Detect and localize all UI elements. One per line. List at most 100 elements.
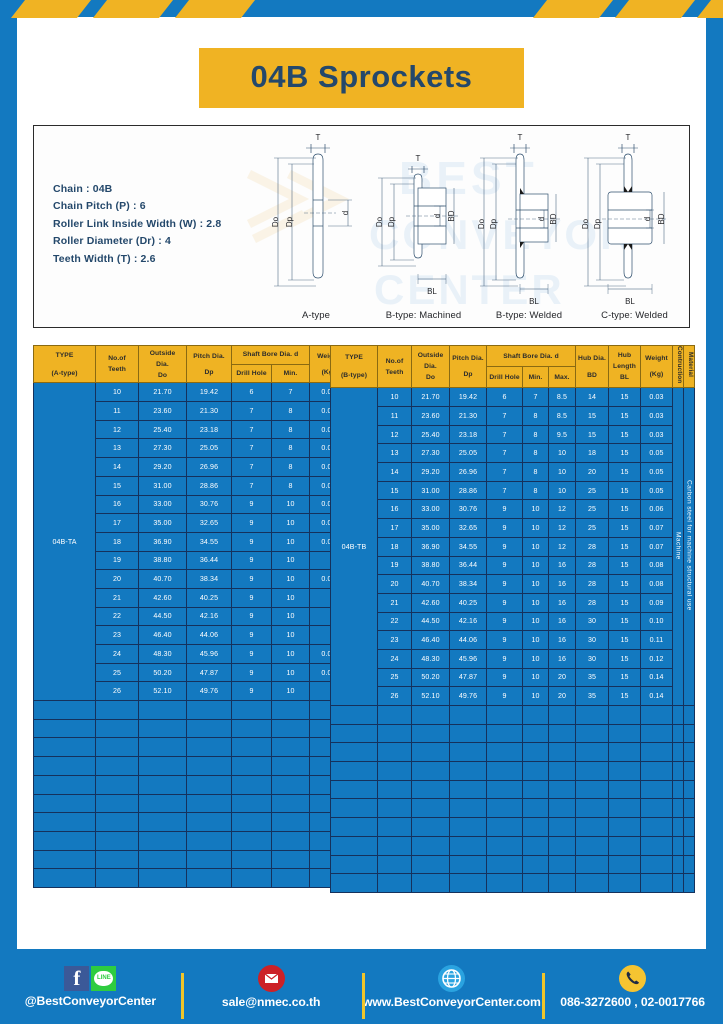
email-icon[interactable] xyxy=(257,964,285,992)
cell-empty xyxy=(231,849,272,870)
cell-empty xyxy=(377,779,412,800)
cell-empty xyxy=(33,774,96,795)
cell-empty xyxy=(640,798,673,819)
th-type-main: TYPE xyxy=(55,351,74,359)
cell-do: 36.90 xyxy=(411,536,450,557)
cell-teeth: 17 xyxy=(95,513,139,533)
cell-dp: 30.76 xyxy=(449,499,487,520)
cell-type-label: 04B-TB xyxy=(330,387,378,706)
th-weight-unit: (Kg) xyxy=(649,371,664,379)
svg-text:T: T xyxy=(416,154,421,163)
cell-empty xyxy=(640,723,673,744)
cell-empty xyxy=(449,742,487,763)
th-pitch-main: Pitch Dia. xyxy=(193,352,225,360)
cell-do: 33.00 xyxy=(411,499,450,520)
cell-drill: 9 xyxy=(231,644,272,664)
cell-empty xyxy=(271,756,310,776)
cell-min: 10 xyxy=(522,518,549,538)
facebook-icon[interactable]: f xyxy=(64,965,90,991)
th-weight: Weight (Kg) xyxy=(640,344,673,389)
cell-empty xyxy=(449,723,487,744)
cell-drill: 9 xyxy=(231,494,272,515)
cell-empty xyxy=(231,718,272,739)
cell-empty xyxy=(449,779,487,800)
cell-empty xyxy=(95,868,139,888)
cell-empty xyxy=(33,812,96,832)
th-weight-unit: (Kg) xyxy=(321,368,336,376)
cell-min: 10 xyxy=(271,531,310,552)
cell-empty xyxy=(683,798,695,819)
specification-list: Chain : 04B Chain Pitch (P) : 6 Roller L… xyxy=(53,181,221,268)
cell-empty xyxy=(411,761,450,781)
svg-text:d: d xyxy=(643,217,652,221)
cell-dp: 21.30 xyxy=(186,401,232,421)
cell-drill: 9 xyxy=(486,574,523,594)
table-row: 16 33.00 30.76 9 10 12 25 15 0.06 xyxy=(331,499,695,520)
cell-bl: 15 xyxy=(608,499,641,520)
table-row-empty xyxy=(33,774,348,795)
th-teeth-sub: Teeth xyxy=(108,366,126,374)
cell-do: 21.70 xyxy=(138,382,187,403)
table-row: 11 23.60 21.30 7 8 0.01 xyxy=(34,401,348,421)
cell-empty xyxy=(522,817,549,837)
cell-empty xyxy=(186,812,232,832)
cell-empty xyxy=(672,873,684,893)
cell-drill: 7 xyxy=(486,462,523,482)
cell-empty xyxy=(411,723,450,744)
cell-min: 10 xyxy=(271,644,310,664)
cell-bl: 15 xyxy=(608,424,641,445)
th-hub-dia: Hub Dia. BD xyxy=(575,344,609,389)
footer-item-email[interactable]: sale@nmec.co.th xyxy=(180,964,362,1019)
cell-empty xyxy=(672,835,684,856)
phone-glyph xyxy=(626,971,639,985)
cell-min: 10 xyxy=(522,536,549,557)
cell-empty xyxy=(138,737,187,758)
cell-bl: 15 xyxy=(608,686,641,706)
svg-text:BD: BD xyxy=(657,213,666,224)
footer-item-phone[interactable]: 086-3272600 , 02-0017766 xyxy=(542,964,723,1019)
cell-dp: 47.87 xyxy=(186,662,232,683)
table-row: 14 29.20 26.96 7 8 10 20 15 0.05 xyxy=(331,462,695,482)
cell-empty xyxy=(575,723,609,744)
cell-do: 23.60 xyxy=(138,401,187,421)
footer-item-website[interactable]: www.BestConveyorCenter.com xyxy=(361,964,543,1019)
cell-bl: 15 xyxy=(608,574,641,594)
line-icon[interactable]: LINE xyxy=(91,965,117,991)
cell-empty xyxy=(640,835,673,856)
cell-empty xyxy=(186,868,232,888)
table-row: 15 31.00 28.86 7 8 10 25 15 0.05 xyxy=(331,480,695,501)
cell-empty xyxy=(95,849,139,870)
cell-empty xyxy=(522,742,549,763)
cell-empty xyxy=(575,835,609,856)
cell-weight: 0.11 xyxy=(640,630,673,650)
cell-max: 16 xyxy=(548,630,576,650)
cell-min: 8 xyxy=(522,406,549,426)
th-pitch-dia: Pitch Dia. Dp xyxy=(449,344,487,389)
cell-do: 36.90 xyxy=(138,531,187,552)
cell-construction: Machine xyxy=(672,387,684,706)
cell-bd: 35 xyxy=(575,686,609,706)
cell-empty xyxy=(330,854,378,875)
cell-empty xyxy=(548,723,576,744)
diagram-c-type-welded: T Do Dp d BD BL C-type: Welded xyxy=(578,126,689,327)
sprocket-diagrams: T Do Dp d A-type xyxy=(256,126,689,327)
cell-weight: 0.09 xyxy=(640,592,673,613)
cell-do: 50.20 xyxy=(138,662,187,683)
page-sheet: 04B Sprockets BEST CONVEYOR CENTER Chain… xyxy=(17,17,706,949)
cell-empty xyxy=(231,700,272,720)
footer-item-facebook[interactable]: f LINE @BestConveyorCenter xyxy=(0,965,181,1008)
cell-empty xyxy=(449,761,487,781)
table-row-empty xyxy=(33,849,348,870)
table-row: 13 27.30 25.05 7 8 10 18 15 0.05 xyxy=(331,443,695,464)
cell-weight: 0.05 xyxy=(640,443,673,464)
table-row-empty xyxy=(330,705,695,725)
globe-icon[interactable] xyxy=(438,964,466,992)
th-bore-group: Shaft Bore Dia. d xyxy=(486,344,576,368)
cell-min: 10 xyxy=(271,606,310,627)
table-row: 22 44.50 42.16 9 10 16 30 15 0.10 xyxy=(331,611,695,632)
table-row-empty xyxy=(330,835,695,856)
cell-empty xyxy=(683,723,695,744)
cell-empty xyxy=(672,798,684,819)
th-outside-sub: Dia. xyxy=(156,360,169,368)
phone-icon[interactable] xyxy=(619,964,647,992)
